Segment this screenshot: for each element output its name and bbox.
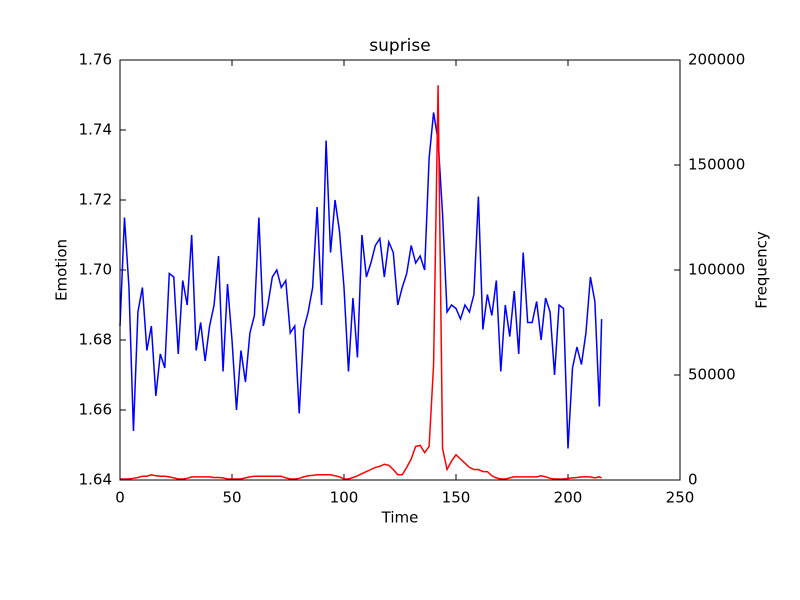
data-line xyxy=(120,85,602,480)
x-tick-label: 0 xyxy=(115,489,125,507)
y2-tick-label: 200000 xyxy=(688,51,745,69)
y-tick-label: 1.74 xyxy=(79,121,112,139)
x-axis-label: Time xyxy=(381,509,419,527)
chart-title: suprise xyxy=(369,36,430,56)
y2-tick-label: 100000 xyxy=(688,261,745,279)
x-tick-label: 50 xyxy=(222,489,241,507)
y-axis-label: Emotion xyxy=(53,239,71,301)
y-tick-label: 1.72 xyxy=(79,191,112,209)
y2-tick-label: 0 xyxy=(688,471,698,489)
y-tick-label: 1.76 xyxy=(79,51,112,69)
x-tick-label: 200 xyxy=(554,489,583,507)
plot-frame xyxy=(119,59,681,481)
y2-tick-label: 150000 xyxy=(688,156,745,174)
y-tick-label: 1.66 xyxy=(79,401,112,419)
y2-axis-label: Frequency xyxy=(753,231,771,309)
x-tick-label: 250 xyxy=(666,489,695,507)
y-tick-label: 1.70 xyxy=(79,261,112,279)
data-line xyxy=(119,112,603,449)
y2-tick-label: 50000 xyxy=(688,366,736,384)
x-tick-label: 100 xyxy=(330,489,359,507)
y-tick-label: 1.64 xyxy=(79,471,112,489)
y-tick-label: 1.68 xyxy=(79,331,112,349)
x-tick-label: 150 xyxy=(442,489,471,507)
